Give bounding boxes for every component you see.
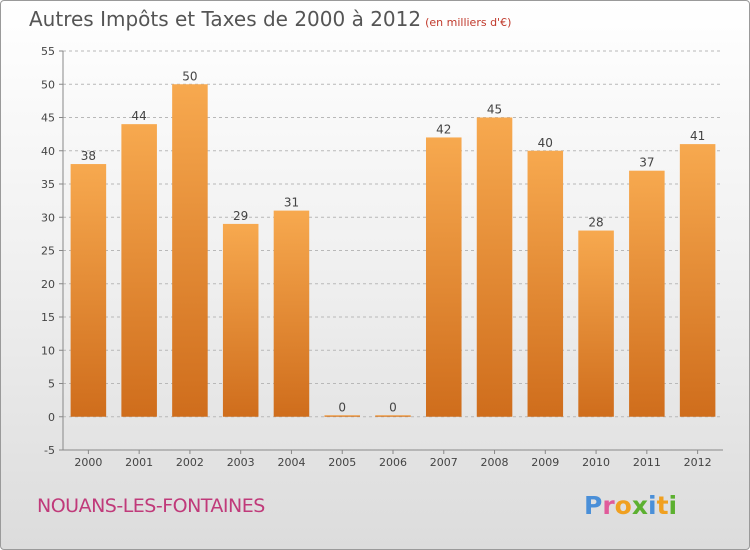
logo-letter: x [631,491,648,520]
title-units: (en milliers d'€) [425,16,512,29]
bar [527,150,564,417]
x-tick-label: 2003 [227,456,255,469]
y-tick-label: 25 [41,245,55,258]
x-tick-label: 2002 [176,456,204,469]
bar [273,210,310,417]
y-tick-label: 5 [48,378,55,391]
x-tick-label: 2006 [379,456,407,469]
logo-letter: i [668,491,678,520]
bar [629,170,665,417]
bar [70,164,107,417]
logo-letter: i [648,491,657,520]
title-text: Autres Impôts et Taxes de 2000 à 2012 [29,7,422,31]
y-tick-label: 40 [41,145,55,158]
y-tick-label: 10 [41,344,55,357]
x-tick-label: 2005 [328,456,356,469]
bar [375,415,411,417]
bar [172,84,208,417]
bar [121,124,157,417]
x-tick-label: 2011 [633,456,661,469]
data-label: 29 [233,209,248,223]
y-tick-label: -5 [44,444,55,457]
logo-letter: P [584,491,603,520]
bar [578,230,614,417]
logo-letter: t [656,491,669,520]
x-tick-label: 2000 [74,456,102,469]
data-label: 28 [588,216,603,230]
x-tick-label: 2004 [277,456,305,469]
y-tick-label: 0 [48,411,55,424]
data-label: 45 [487,103,502,117]
bar [679,144,716,417]
y-tick-label: 45 [41,112,55,125]
data-label: 37 [639,156,654,170]
data-label: 42 [436,122,451,136]
x-tick-label: 2008 [481,456,509,469]
data-label: 0 [338,400,346,414]
bar [426,137,462,417]
x-tick-label: 2010 [582,456,610,469]
logo-letter: o [614,491,632,520]
x-tick-label: 2001 [125,456,153,469]
y-tick-label: 55 [41,45,55,58]
x-tick-label: 2007 [430,456,458,469]
data-label: 41 [690,129,705,143]
commune-name: NOUANS-LES-FONTAINES [37,495,265,517]
data-label: 31 [284,196,299,210]
logo-letter: r [602,491,615,520]
y-tick-label: 15 [41,311,55,324]
data-label: 44 [132,109,147,123]
x-tick-label: 2012 [684,456,712,469]
bar [476,117,513,417]
data-label: 40 [538,136,553,150]
y-tick-label: 35 [41,178,55,191]
data-label: 0 [389,400,397,414]
x-tick-label: 2009 [531,456,559,469]
chart-title: Autres Impôts et Taxes de 2000 à 2012 (en… [29,7,511,31]
data-label: 50 [182,69,197,83]
bar [222,223,259,417]
y-tick-label: 50 [41,78,55,91]
bar [324,415,360,417]
proxiti-logo: Proxiti [584,491,677,520]
y-tick-label: 20 [41,278,55,291]
y-tick-label: 30 [41,211,55,224]
data-label: 38 [81,149,96,163]
